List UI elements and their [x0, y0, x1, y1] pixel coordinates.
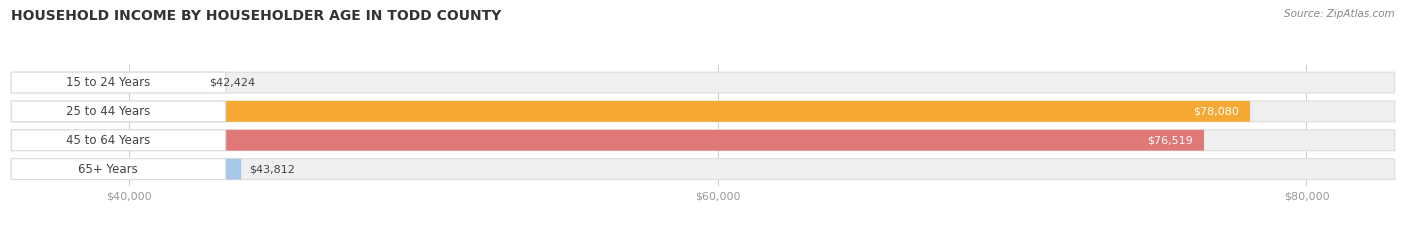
- Text: $43,812: $43,812: [249, 164, 295, 174]
- FancyBboxPatch shape: [11, 130, 1395, 151]
- FancyBboxPatch shape: [11, 159, 226, 179]
- FancyBboxPatch shape: [11, 72, 200, 93]
- Text: 15 to 24 Years: 15 to 24 Years: [66, 76, 150, 89]
- Text: 25 to 44 Years: 25 to 44 Years: [66, 105, 150, 118]
- FancyBboxPatch shape: [11, 72, 226, 93]
- Text: Source: ZipAtlas.com: Source: ZipAtlas.com: [1284, 9, 1395, 19]
- FancyBboxPatch shape: [11, 130, 1204, 151]
- FancyBboxPatch shape: [11, 159, 1395, 179]
- FancyBboxPatch shape: [11, 101, 226, 122]
- Text: $78,080: $78,080: [1192, 106, 1239, 116]
- FancyBboxPatch shape: [11, 101, 1250, 122]
- FancyBboxPatch shape: [11, 130, 226, 151]
- FancyBboxPatch shape: [11, 159, 242, 179]
- Text: 65+ Years: 65+ Years: [77, 163, 138, 176]
- Text: 45 to 64 Years: 45 to 64 Years: [66, 134, 150, 147]
- Text: $76,519: $76,519: [1147, 135, 1192, 145]
- FancyBboxPatch shape: [11, 101, 1395, 122]
- Text: HOUSEHOLD INCOME BY HOUSEHOLDER AGE IN TODD COUNTY: HOUSEHOLD INCOME BY HOUSEHOLDER AGE IN T…: [11, 9, 502, 23]
- FancyBboxPatch shape: [11, 72, 1395, 93]
- Text: $42,424: $42,424: [208, 78, 254, 88]
